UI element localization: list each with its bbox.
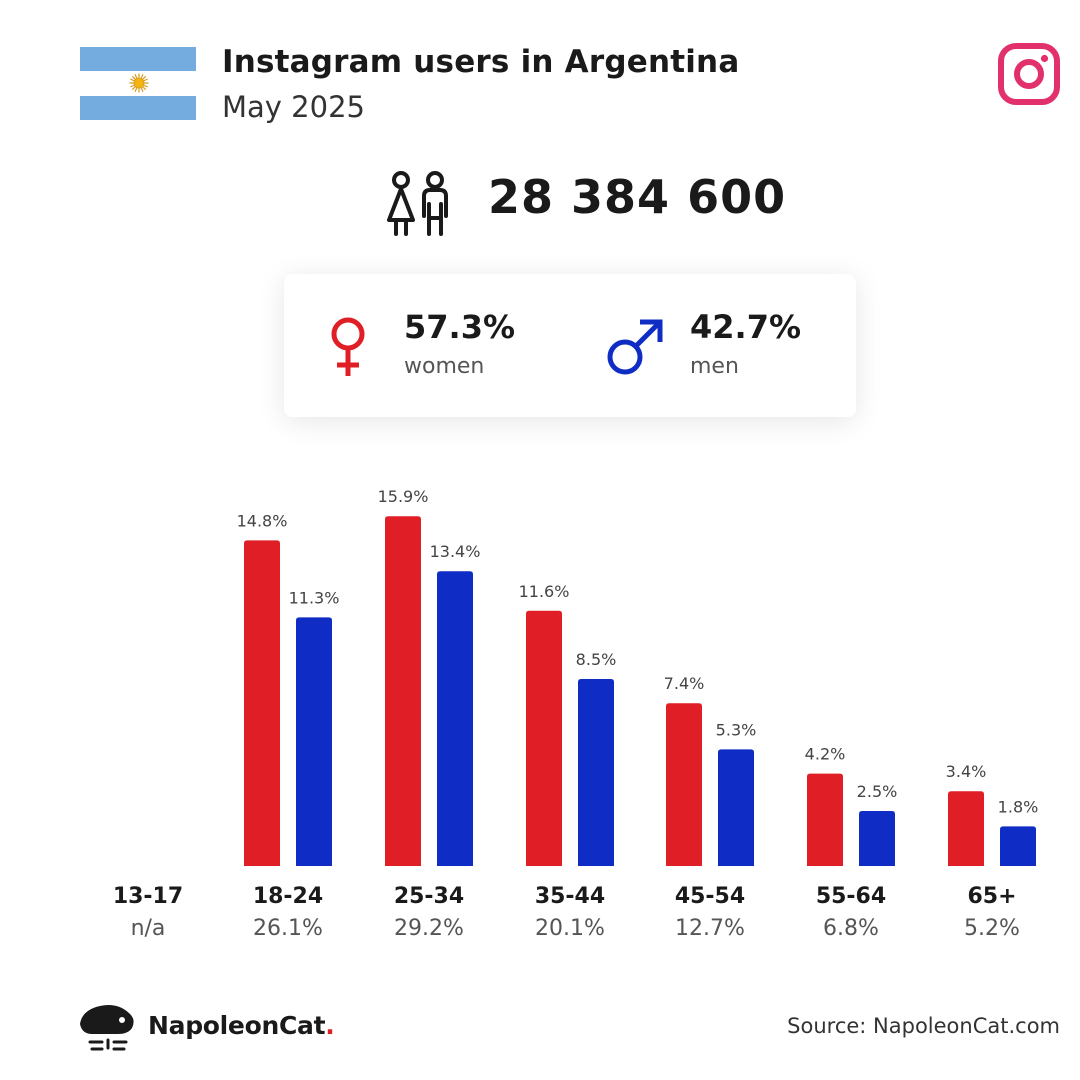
bar-men-45-54 (718, 749, 754, 866)
age-group-label: 35-44 (534, 884, 606, 909)
age-group-label: 65+ (967, 884, 1017, 909)
age-group-label: 13-17 (112, 884, 184, 909)
bar-label-men-35-44: 8.5% (576, 650, 617, 669)
bar-women-55-64 (807, 773, 843, 866)
gender-split-card: 57.3% women 42.7% men (284, 274, 856, 417)
bar-women-45-54 (666, 703, 702, 866)
bar-label-women-18-24: 14.8% (237, 511, 288, 530)
bar-men-55-64 (859, 811, 895, 866)
age-group-label: 45-54 (674, 884, 746, 909)
bar-label-men-65+: 1.8% (998, 797, 1039, 816)
age-group-total: 5.2% (964, 916, 1020, 941)
age-group-label: 25-34 (393, 884, 465, 909)
men-percent: 42.7% (690, 308, 802, 346)
instagram-icon (998, 43, 1060, 105)
bar-men-35-44 (578, 679, 614, 866)
bar-women-65+ (948, 791, 984, 866)
bar-label-women-55-64: 4.2% (805, 745, 846, 764)
age-group-total: 12.7% (675, 916, 745, 941)
bar-label-women-35-44: 11.6% (519, 582, 570, 601)
female-icon (331, 317, 365, 376)
page-title: Instagram users in Argentina (222, 44, 740, 80)
bar-women-35-44 (526, 610, 562, 866)
bar-label-men-45-54: 5.3% (716, 720, 757, 739)
page-subtitle: May 2025 (222, 90, 365, 124)
bar-men-65+ (1000, 826, 1036, 866)
napoleoncat-logo-icon (80, 1005, 134, 1051)
age-group-total: n/a (130, 916, 166, 941)
total-users: 28 384 600 (488, 170, 787, 224)
bar-women-25-34 (385, 516, 421, 866)
age-group-label: 55-64 (815, 884, 887, 909)
women-label: women (404, 354, 485, 379)
age-group-total: 20.1% (535, 916, 605, 941)
bar-label-men-55-64: 2.5% (857, 782, 898, 801)
source-text: Source: NapoleonCat.com (787, 1014, 1060, 1038)
women-percent: 57.3% (404, 308, 516, 346)
age-group-label: 18-24 (252, 884, 324, 909)
age-gender-bar-chart: 14.8% 11.3% 15.9% 13.4% 11.6% 8.5% 7.4% 5.3% 4.2… (237, 487, 1039, 866)
argentina-flag-icon (80, 47, 196, 121)
bar-label-women-45-54: 7.4% (664, 674, 705, 693)
age-group-total: 6.8% (823, 916, 879, 941)
age-group-total: 26.1% (253, 916, 323, 941)
bar-label-women-25-34: 15.9% (378, 487, 429, 506)
users-icon (387, 171, 448, 236)
bar-men-25-34 (437, 571, 473, 866)
age-group-total: 29.2% (394, 916, 464, 941)
men-label: men (690, 354, 739, 379)
bar-men-18-24 (296, 617, 332, 866)
male-icon (607, 319, 663, 375)
bar-label-men-18-24: 11.3% (289, 588, 340, 607)
bar-women-18-24 (244, 540, 280, 866)
bar-label-women-65+: 3.4% (946, 762, 987, 781)
bar-label-men-25-34: 13.4% (430, 542, 481, 561)
brand-name: NapoleonCat. (148, 1011, 335, 1040)
